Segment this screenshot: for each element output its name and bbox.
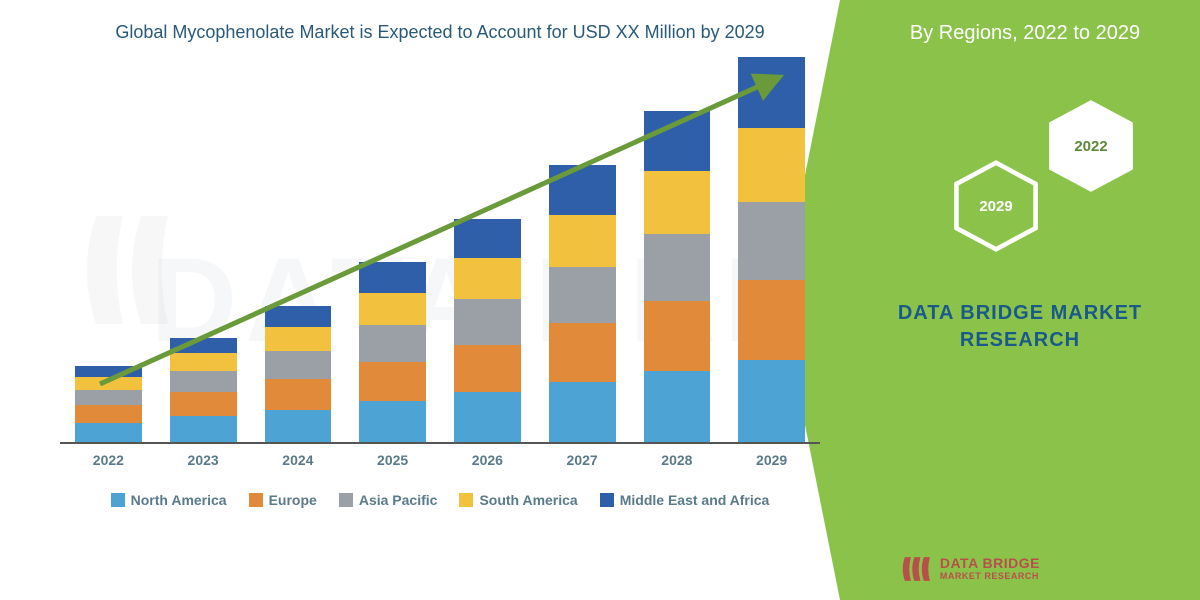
bar-segment	[454, 392, 521, 442]
x-axis-label: 2025	[359, 452, 426, 468]
legend: North America Europe Asia Pacific South Ame…	[60, 492, 820, 508]
legend-label: South America	[479, 492, 577, 508]
bar-segment	[75, 423, 142, 443]
x-axis-label: 2028	[644, 452, 711, 468]
hex-2022: 2022	[1045, 100, 1137, 192]
bar-segment	[359, 401, 426, 442]
legend-label: Europe	[269, 492, 317, 508]
bar-segment	[549, 165, 616, 215]
bar-segment	[738, 202, 805, 280]
legend-swatch	[459, 493, 473, 507]
bar-segment	[738, 128, 805, 202]
bar-group: 2025	[359, 262, 426, 442]
legend-label: Middle East and Africa	[620, 492, 770, 508]
x-axis-label: 2029	[738, 452, 805, 468]
brand-text: DATA BRIDGE MARKET RESEARCH	[870, 300, 1170, 354]
legend-item: South America	[459, 492, 577, 508]
bar-group: 2022	[75, 366, 142, 442]
bars-container: 2022 2023 2024 2025 2026 2027 2028 2029	[60, 54, 820, 444]
bar-segment	[549, 323, 616, 382]
bar-segment	[75, 405, 142, 422]
bar-segment	[265, 379, 332, 409]
bar-segment	[644, 371, 711, 443]
bar-segment	[359, 362, 426, 401]
footer-logo-line2: MARKET RESEARCH	[940, 572, 1040, 582]
bar-segment	[454, 299, 521, 345]
legend-swatch	[600, 493, 614, 507]
legend-swatch	[111, 493, 125, 507]
bar-segment	[644, 171, 711, 234]
legend-item: North America	[111, 492, 227, 508]
bar-segment	[170, 353, 237, 370]
right-panel: By Regions, 2022 to 2029 2029 2022 DATA …	[840, 0, 1200, 600]
x-axis-label: 2026	[454, 452, 521, 468]
bar-segment	[644, 111, 711, 172]
legend-label: North America	[131, 492, 227, 508]
bar-group: 2028	[644, 111, 711, 442]
hex-2022-label: 2022	[1074, 138, 1107, 155]
bar-segment	[359, 293, 426, 326]
footer-logo-icon	[898, 552, 932, 586]
bar-segment	[170, 416, 237, 442]
legend-item: Asia Pacific	[339, 492, 438, 508]
bar-group: 2029	[738, 57, 805, 443]
bar-segment	[738, 57, 805, 129]
bar-segment	[265, 306, 332, 328]
chart-area: 2022 2023 2024 2025 2026 2027 2028 2029	[60, 54, 820, 474]
hex-2029: 2029	[950, 160, 1042, 252]
bar-segment	[75, 366, 142, 377]
bar-segment	[454, 219, 521, 258]
bar-group: 2023	[170, 338, 237, 442]
legend-label: Asia Pacific	[359, 492, 438, 508]
x-axis-label: 2027	[549, 452, 616, 468]
bar-segment	[265, 351, 332, 379]
bar-segment	[454, 258, 521, 299]
bar-group: 2027	[549, 165, 616, 442]
bar-segment	[75, 390, 142, 405]
region-title: By Regions, 2022 to 2029	[880, 22, 1170, 45]
hex-2029-label: 2029	[979, 198, 1012, 215]
bar-segment	[75, 377, 142, 390]
bar-segment	[549, 382, 616, 443]
bar-segment	[170, 371, 237, 393]
bar-segment	[170, 392, 237, 416]
bar-segment	[738, 360, 805, 442]
bar-segment	[359, 325, 426, 362]
x-axis-label: 2022	[75, 452, 142, 468]
bar-segment	[454, 345, 521, 393]
bar-segment	[359, 262, 426, 292]
footer-logo: DATA BRIDGE MARKET RESEARCH	[898, 552, 1040, 586]
hex-badges: 2029 2022	[950, 90, 1150, 260]
chart-panel: Global Mycophenolate Market is Expected …	[0, 0, 840, 600]
chart-title: Global Mycophenolate Market is Expected …	[60, 20, 820, 44]
bar-segment	[549, 267, 616, 323]
legend-swatch	[339, 493, 353, 507]
bar-segment	[644, 301, 711, 370]
bar-segment	[170, 338, 237, 353]
x-axis-label: 2024	[265, 452, 332, 468]
bar-segment	[644, 234, 711, 301]
bar-segment	[738, 280, 805, 360]
footer-logo-text: DATA BRIDGE MARKET RESEARCH	[940, 556, 1040, 581]
bar-segment	[265, 410, 332, 443]
bar-group: 2026	[454, 219, 521, 442]
bar-group: 2024	[265, 306, 332, 442]
legend-item: Middle East and Africa	[600, 492, 770, 508]
bar-segment	[265, 327, 332, 351]
legend-item: Europe	[249, 492, 317, 508]
bar-segment	[549, 215, 616, 267]
x-axis-label: 2023	[170, 452, 237, 468]
footer-logo-line1: DATA BRIDGE	[940, 556, 1040, 571]
legend-swatch	[249, 493, 263, 507]
